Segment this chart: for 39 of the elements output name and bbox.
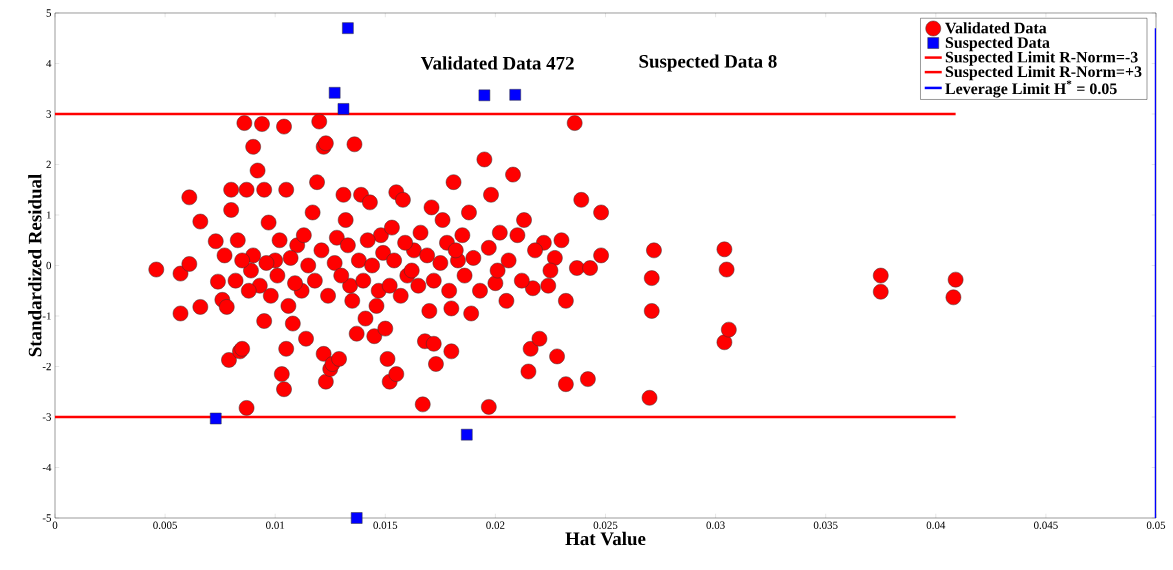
- x-tick-label: 0.05: [1146, 521, 1166, 529]
- point: [210, 412, 222, 425]
- legend-label: Suspected Limit R-Norm=+3: [945, 65, 1142, 81]
- x-tick-label: 0.005: [153, 521, 177, 529]
- y-tick-label: 4: [46, 59, 52, 68]
- point: [337, 103, 350, 115]
- annotation: Suspected Data 8: [639, 54, 777, 72]
- y-tick-label: -5: [42, 514, 52, 522]
- y-tick-label: 0: [46, 261, 52, 270]
- point: [350, 512, 363, 524]
- y-tick-label: 2: [46, 160, 51, 169]
- y-tick-label: -1: [42, 312, 51, 320]
- x-tick-label: 0.01: [266, 521, 285, 529]
- legend-label: Leverage Limit H$^{*}$ = 0.05: [945, 80, 1117, 98]
- point: [342, 22, 354, 34]
- x-axis-title: Hat Value: [565, 531, 646, 546]
- y-tick-label: 5: [46, 9, 52, 17]
- legend-label: Validated Data: [945, 22, 1047, 34]
- legend-label: Suspected Data: [945, 36, 1050, 52]
- x-tick-label: 0.04: [926, 521, 946, 529]
- y-tick-label: -2: [42, 362, 51, 371]
- y-tick-label: 1: [46, 211, 51, 219]
- annotation: Validated Data 472: [420, 56, 574, 70]
- point: [328, 87, 341, 99]
- x-tick-label: 0.035: [813, 521, 838, 529]
- y-tick-label: 3: [46, 110, 52, 118]
- y-tick-label: -3: [42, 413, 52, 421]
- x-tick-label: 0.02: [486, 521, 505, 529]
- y-axis-title: Standardized Residual: [28, 174, 42, 357]
- x-tick-label: 0.015: [373, 521, 398, 529]
- point: [461, 428, 473, 441]
- x-tick-label: 0.045: [1034, 521, 1058, 529]
- x-tick-label: 0.025: [593, 521, 618, 529]
- x-tick-label: 0: [52, 521, 58, 529]
- y-tick-label: -4: [42, 463, 52, 472]
- legend-label: Suspected Limit R-Norm=-3: [945, 51, 1138, 66]
- point: [509, 89, 521, 101]
- point: [478, 89, 491, 102]
- x-tick-label: 0.03: [706, 521, 725, 529]
